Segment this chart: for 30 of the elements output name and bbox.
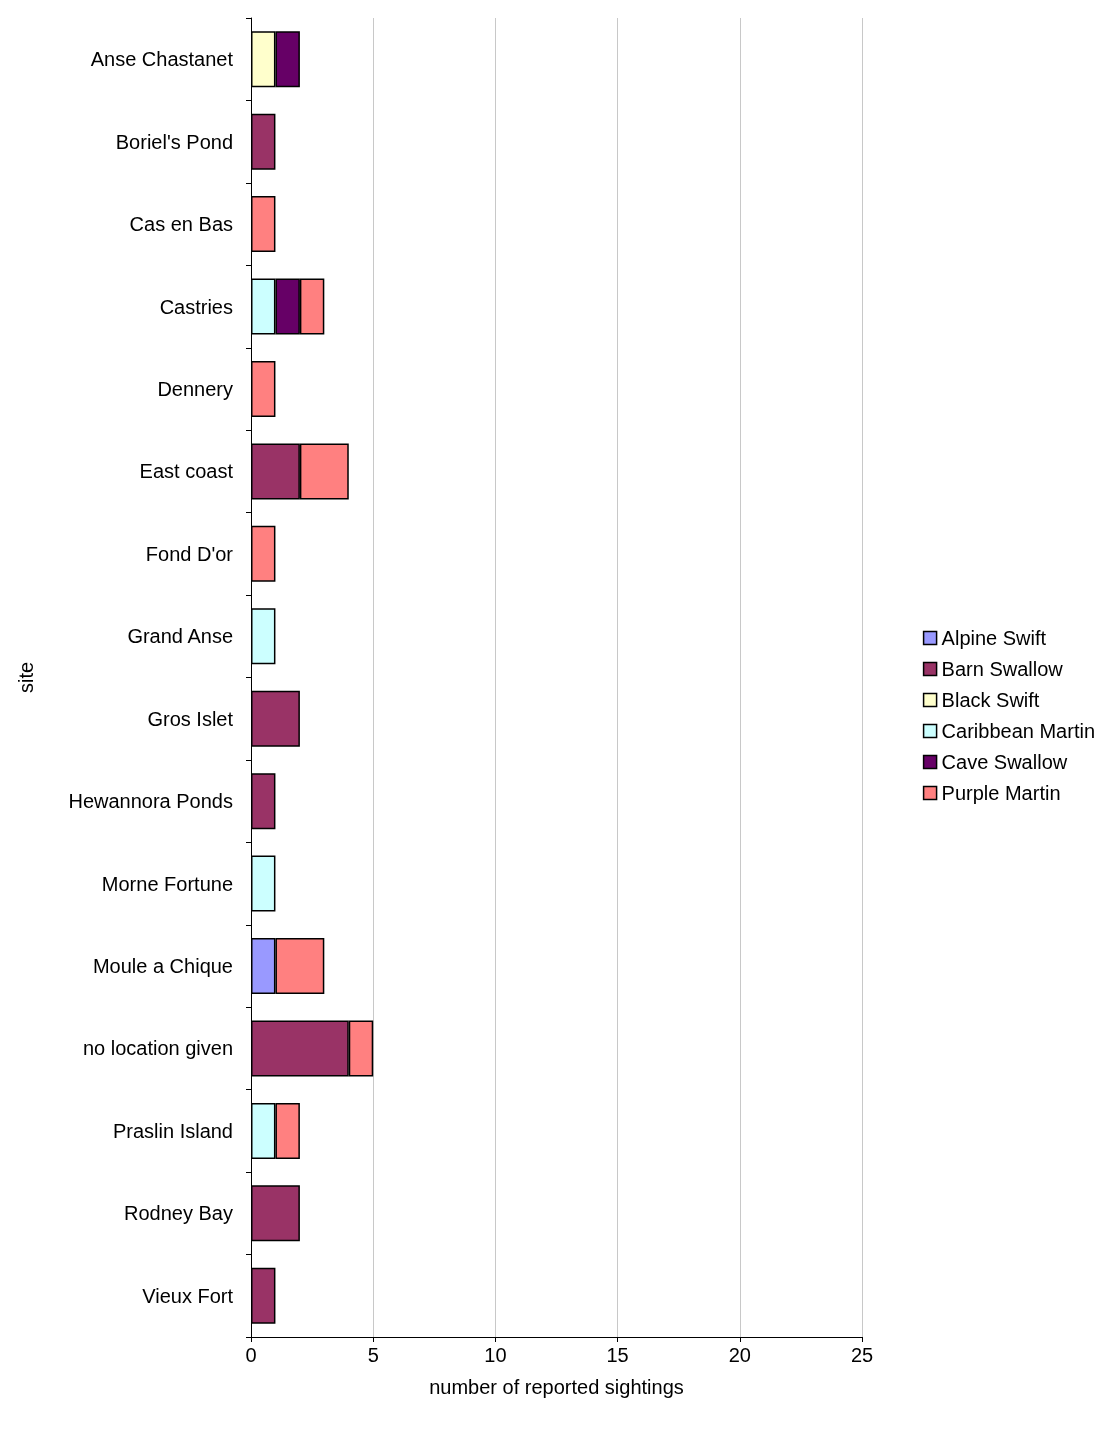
legend-label: Barn Swallow xyxy=(941,658,1064,680)
y-tick-label: Vieux Fort xyxy=(142,1284,234,1307)
y-tick-label: Boriel's Pond xyxy=(115,130,233,153)
y-tick-label: Fond D'or xyxy=(145,542,234,565)
y-tick-label: Moule a Chique xyxy=(92,955,233,978)
x-tick-label: 5 xyxy=(367,1344,379,1366)
y-tick-label: Grand Anse xyxy=(127,625,233,648)
y-tick-label: Praslin Island xyxy=(112,1119,233,1142)
x-tick-label: 10 xyxy=(484,1344,507,1366)
x-tick-label: 20 xyxy=(728,1344,751,1366)
legend-label: Purple Martin xyxy=(941,782,1061,804)
y-tick-label: Hewannora Ponds xyxy=(68,790,233,813)
y-tick-label: Gros Islet xyxy=(147,707,234,730)
legend-label: Cave Swallow xyxy=(941,751,1068,773)
y-tick-label: Anse Chastanet xyxy=(90,48,234,71)
y-tick-label: Dennery xyxy=(157,377,233,400)
y-tick-label: Castries xyxy=(159,295,233,318)
legend-label: Caribbean Martin xyxy=(941,720,1096,742)
y-tick-label: no location given xyxy=(82,1037,233,1060)
x-tick-label: 0 xyxy=(245,1344,257,1366)
y-tick-label: East coast xyxy=(139,460,234,483)
legend-label: Alpine Swift xyxy=(941,627,1047,649)
legend-label: Black Swift xyxy=(941,689,1040,711)
y-tick-label: Morne Fortune xyxy=(101,872,233,895)
y-axis-title: site xyxy=(15,661,37,694)
x-tick-label: 15 xyxy=(606,1344,629,1366)
y-tick-label: Cas en Bas xyxy=(129,213,233,236)
x-tick-label: 25 xyxy=(850,1344,874,1366)
x-axis-title: number of reported sightings xyxy=(429,1376,684,1398)
y-tick-label: Rodney Bay xyxy=(124,1202,233,1225)
